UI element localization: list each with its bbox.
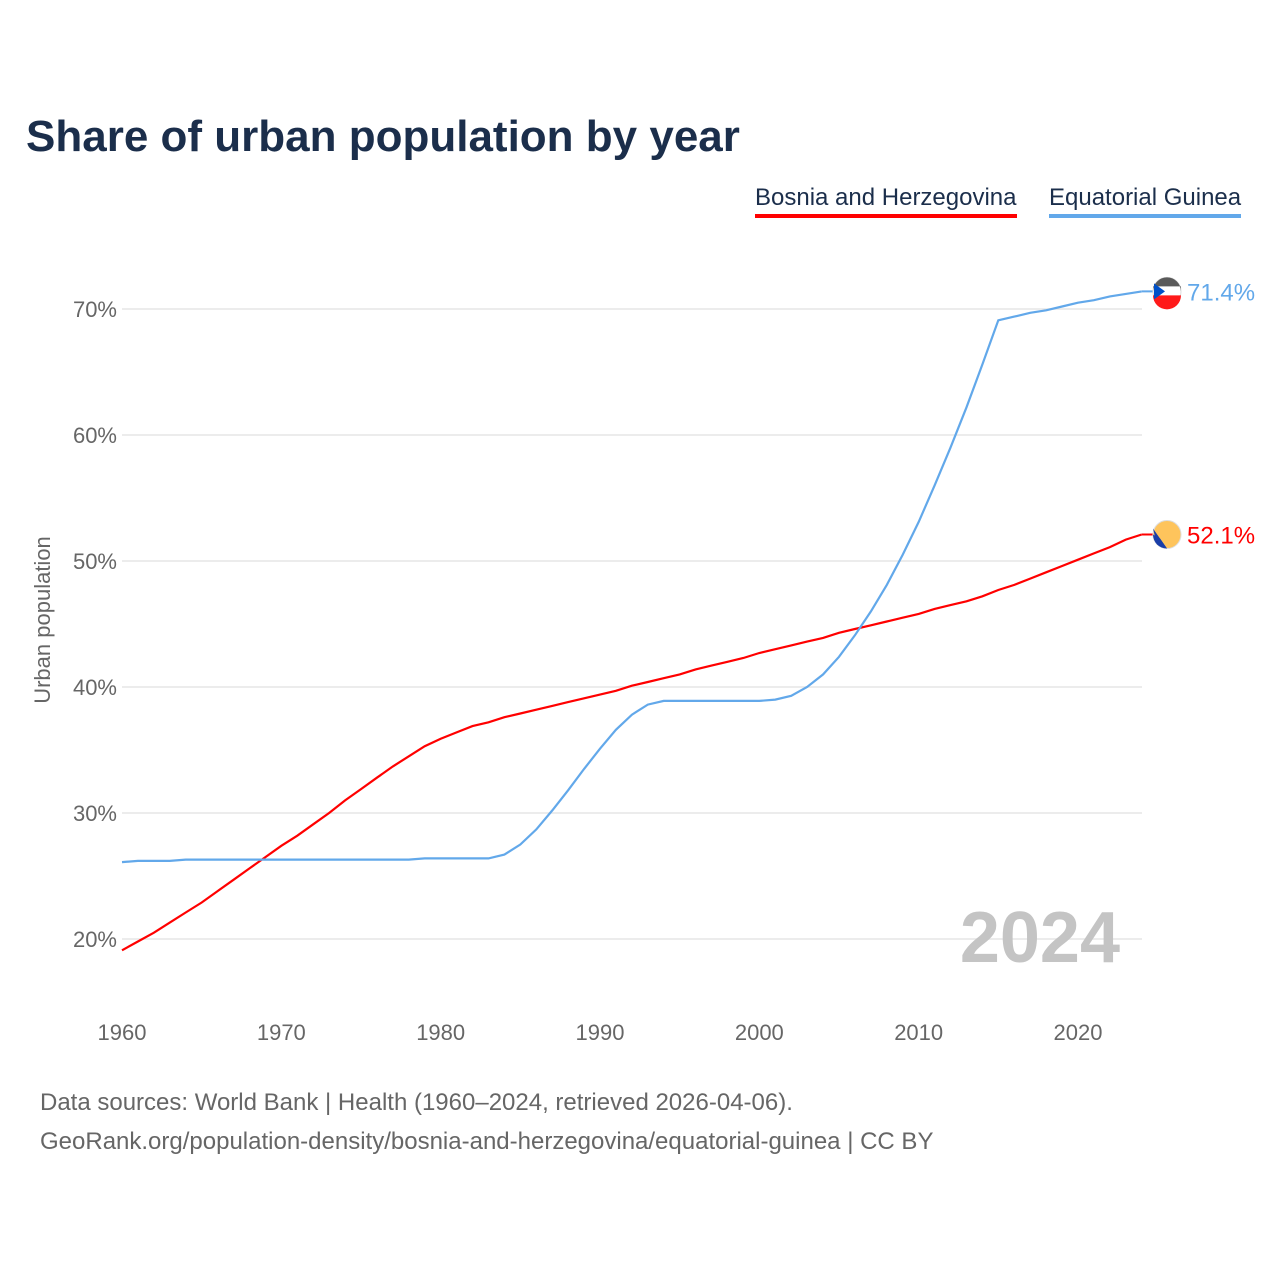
flag-icon-detail: [1153, 534, 1167, 549]
y-tick-label: 50%: [73, 549, 117, 574]
y-tick-label: 20%: [73, 927, 117, 952]
x-tick-label: 1990: [576, 1020, 625, 1045]
x-tick-label: 2020: [1054, 1020, 1103, 1045]
y-tick-label: 30%: [73, 801, 117, 826]
x-tick-label: 1980: [416, 1020, 465, 1045]
x-tick-label: 2000: [735, 1020, 784, 1045]
footer-sources: Data sources: World Bank | Health (1960–…: [40, 1089, 793, 1116]
y-tick-label: 60%: [73, 423, 117, 448]
y-axis-label: Urban population: [30, 536, 55, 704]
series-line-1: [121, 290, 1142, 864]
legend-equatorial-guinea[interactable]: Equatorial Guinea: [1049, 184, 1242, 218]
legend-bosnia[interactable]: Bosnia and Herzegovina: [755, 184, 1017, 218]
flag-icon-detail: [1153, 295, 1181, 310]
flag-icon-detail: [1154, 283, 1165, 300]
chart-title: Share of urban population by year: [26, 112, 740, 161]
series-line-0: [121, 533, 1143, 952]
footer-link[interactable]: GeoRank.org/population-density/bosnia-an…: [40, 1128, 934, 1155]
x-tick-label: 2010: [894, 1020, 943, 1045]
end-value-label: 71.4%: [1187, 279, 1255, 306]
y-tick-label: 70%: [73, 297, 117, 322]
flag-icon-detail: [1153, 277, 1181, 292]
y-tick-label: 40%: [73, 675, 117, 700]
end-value-label: 52.1%: [1187, 523, 1255, 550]
x-tick-label: 1970: [257, 1020, 306, 1045]
x-tick-label: 1960: [98, 1020, 147, 1045]
year-watermark: 2024: [960, 898, 1120, 978]
